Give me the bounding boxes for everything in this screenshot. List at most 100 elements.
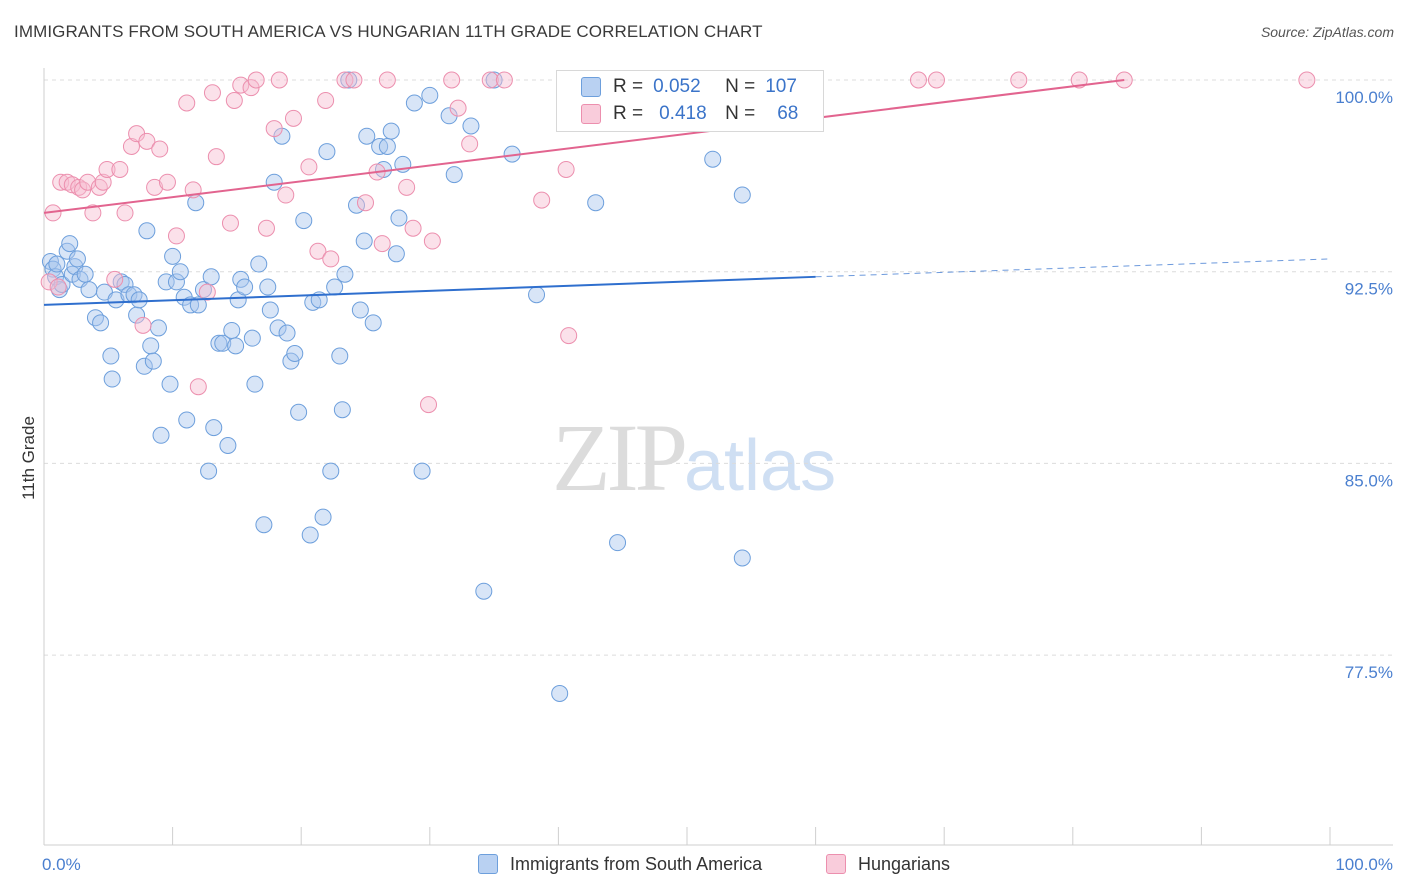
data-point-south-america: [189, 296, 207, 314]
data-point-south-america: [164, 247, 182, 265]
series-name-hungarians: Hungarians: [858, 853, 951, 874]
data-point-south-america: [269, 319, 287, 337]
data-point-south-america: [331, 347, 349, 365]
data-point-hungarians: [317, 91, 335, 109]
data-point-south-america: [210, 334, 228, 352]
data-point-hungarians: [151, 140, 169, 158]
data-point-hungarians: [111, 160, 129, 178]
data-point-south-america: [157, 273, 175, 291]
data-point-south-america: [405, 94, 423, 112]
data-point-hungarians: [40, 273, 58, 291]
data-point-hungarians: [1070, 71, 1088, 89]
data-point-hungarians: [336, 71, 354, 89]
legend-swatch-pink: [581, 104, 601, 124]
data-point-south-america: [265, 173, 283, 191]
data-point-hungarians: [207, 148, 225, 166]
data-point-hungarians: [270, 71, 288, 89]
x-tick-label: 0.0%: [42, 855, 81, 874]
data-point-south-america: [475, 582, 493, 600]
data-point-south-america: [318, 143, 336, 161]
data-point-south-america: [295, 212, 313, 230]
data-point-hungarians: [257, 219, 275, 237]
data-point-hungarians: [927, 71, 945, 89]
data-point-south-america: [144, 352, 162, 370]
data-point-south-america: [282, 352, 300, 370]
data-point-south-america: [223, 321, 241, 339]
watermark: ZIPatlas: [552, 402, 836, 513]
data-point-hungarians: [265, 120, 283, 138]
data-point-hungarians: [357, 194, 374, 212]
series-name-south-america: Immigrants from South America: [510, 853, 763, 874]
data-point-south-america: [125, 286, 143, 304]
data-point-south-america: [314, 508, 332, 526]
data-point-south-america: [167, 273, 185, 291]
data-point-south-america: [61, 235, 79, 253]
data-point-hungarians: [277, 186, 295, 204]
data-point-south-america: [214, 334, 232, 352]
data-point-hungarians: [449, 99, 467, 117]
data-point-hungarians: [560, 327, 578, 345]
data-point-south-america: [445, 166, 463, 184]
data-point-hungarians: [189, 378, 207, 396]
data-point-south-america: [200, 462, 218, 480]
legend-r-label: R =: [613, 76, 644, 97]
data-point-hungarians: [98, 160, 116, 178]
data-point-hungarians: [146, 178, 164, 196]
data-point-hungarians: [404, 219, 422, 237]
data-point-south-america: [243, 329, 261, 347]
data-point-south-america: [259, 278, 277, 296]
data-point-south-america: [322, 462, 340, 480]
data-point-south-america: [48, 255, 66, 273]
watermark-zip: ZIP: [552, 404, 688, 511]
data-point-hungarians: [300, 158, 318, 176]
data-point-hungarians: [203, 84, 221, 102]
data-point-south-america: [86, 309, 104, 327]
legend-r-label: R =: [613, 103, 644, 124]
y-axis-label: 11th Grade: [19, 416, 38, 500]
series-legend-south-america: Immigrants from South America: [478, 852, 762, 876]
trendline-south-america: [43, 275, 816, 306]
data-point-south-america: [340, 71, 358, 89]
data-point-hungarians: [122, 137, 140, 155]
y-tick-label: 85.0%: [1345, 471, 1393, 490]
data-point-south-america: [219, 437, 237, 455]
data-point-south-america: [587, 194, 605, 212]
data-point-south-america: [333, 401, 351, 419]
data-point-south-america: [390, 209, 408, 227]
data-point-south-america: [80, 281, 98, 299]
data-point-south-america: [202, 268, 220, 286]
data-point-south-america: [286, 344, 304, 362]
data-point-south-america: [76, 265, 94, 283]
data-point-hungarians: [373, 235, 391, 253]
data-point-hungarians: [84, 204, 102, 222]
source-credit: Source: ZipAtlas.com: [1260, 24, 1394, 40]
data-point-south-america: [278, 324, 296, 342]
data-point-hungarians: [232, 76, 250, 94]
data-point-hungarians: [116, 204, 134, 222]
legend-n-value: 107: [765, 76, 797, 97]
data-point-south-america: [92, 314, 110, 332]
y-tick-label: 77.5%: [1345, 663, 1393, 682]
data-point-south-america: [336, 265, 354, 283]
data-point-hungarians: [557, 160, 575, 178]
legend-row-hungarians: R = 0.418 N = 68: [581, 102, 798, 126]
data-point-hungarians: [423, 232, 441, 250]
data-point-south-america: [733, 549, 751, 567]
data-point-hungarians: [461, 135, 479, 153]
legend-n-value: 68: [777, 103, 799, 124]
data-point-hungarians: [221, 214, 239, 232]
data-point-south-america: [250, 255, 268, 273]
data-point-south-america: [351, 301, 369, 319]
data-point-south-america: [178, 411, 196, 429]
data-point-hungarians: [247, 71, 265, 89]
data-point-hungarians: [106, 270, 124, 288]
data-point-hungarians: [198, 283, 216, 301]
data-point-hungarians: [495, 71, 513, 89]
legend-n-label: N =: [725, 103, 756, 124]
data-point-south-america: [704, 150, 722, 168]
legend-swatch-blue: [581, 77, 601, 97]
watermark-atlas: atlas: [684, 426, 837, 506]
data-point-south-america: [326, 278, 344, 296]
legend-row-south-america: R = 0.052 N = 107: [581, 75, 797, 99]
